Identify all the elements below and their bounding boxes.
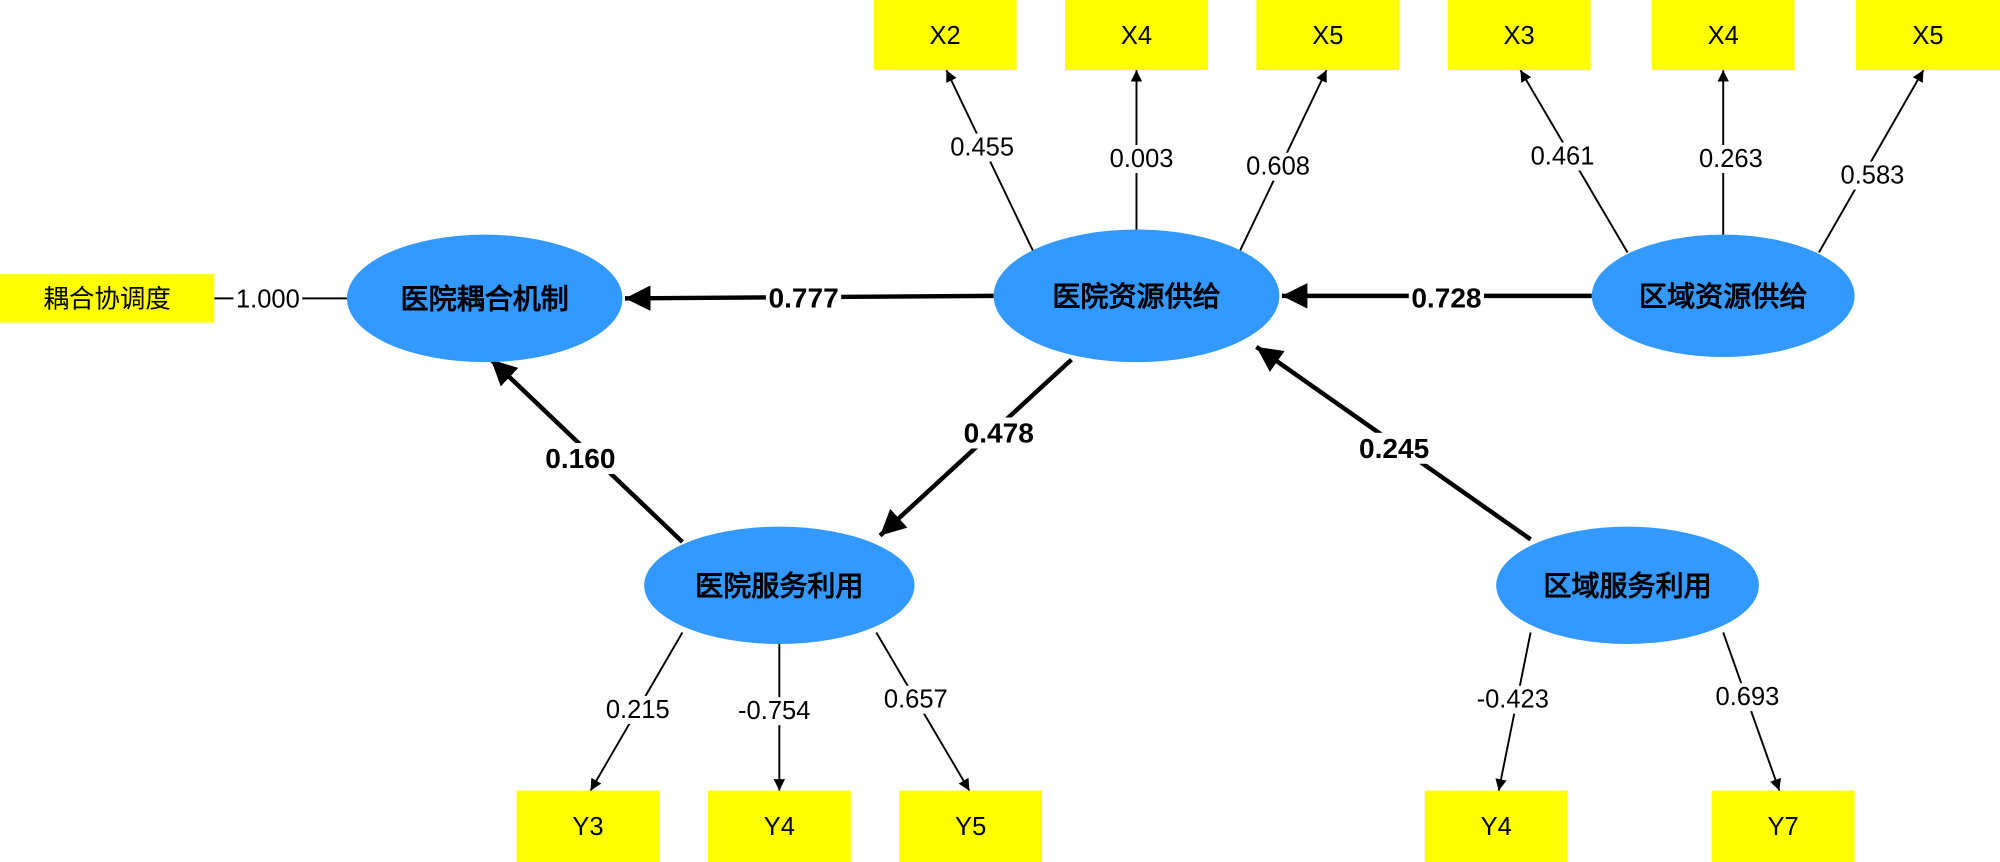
indicator-label: Y5 [955, 813, 986, 841]
indicator-label: 耦合协调度 [43, 285, 171, 313]
label-background [1408, 282, 1485, 314]
latent-ellipse-hosp_service [644, 526, 915, 644]
indicator-label: X2 [930, 22, 961, 50]
latent-label: 区域服务利用 [1543, 569, 1711, 602]
loading-value: 0.455 [950, 134, 1014, 162]
path-coefficient: 0.478 [964, 417, 1034, 448]
indicator-label: X3 [1504, 22, 1535, 50]
label-background [233, 285, 303, 314]
label-background [1528, 142, 1597, 171]
label-background [1356, 432, 1432, 464]
indicator-box-y7 [1711, 790, 1855, 862]
indicator-label: Y4 [764, 813, 795, 841]
indicator-label: X4 [1708, 22, 1739, 50]
loading-value: 0.583 [1841, 162, 1905, 190]
label-background [603, 695, 673, 724]
latent-ellipse-hosp_resource [993, 229, 1280, 363]
indicator-box-y4b [1424, 790, 1568, 862]
loading-value: 0.263 [1699, 145, 1763, 173]
label-background [1837, 161, 1907, 190]
latent-ellipse-region_resource [1591, 234, 1855, 358]
indicator-label: X5 [1912, 22, 1943, 50]
latent-label: 医院资源供给 [1052, 280, 1220, 313]
label-background [947, 133, 1017, 162]
latent-ellipse-hosp_coupling [346, 234, 623, 363]
latent-ellipse-region_service [1496, 526, 1759, 644]
label-background [1712, 683, 1782, 712]
indicator-label: X4 [1121, 22, 1152, 50]
indicator-box-y3 [516, 790, 660, 862]
label-background [735, 697, 813, 726]
loading-value: -0.423 [1477, 686, 1549, 714]
indicator-label: Y7 [1768, 813, 1799, 841]
loading-value: 0.693 [1716, 683, 1780, 711]
indicator-box-y5 [899, 790, 1043, 862]
path-coefficient: 0.160 [545, 443, 615, 474]
latent-label: 区域资源供给 [1639, 280, 1807, 313]
loading-value: 0.657 [884, 686, 948, 714]
label-background [1243, 152, 1313, 181]
label-background [1696, 145, 1766, 174]
path-coefficient: 0.777 [768, 282, 838, 313]
indicator-label: Y4 [1481, 813, 1512, 841]
loading-value: 0.003 [1110, 145, 1174, 173]
indicator-box-ind_coupling [0, 274, 215, 323]
indicator-box-x3 [1447, 0, 1591, 71]
loading-value: 0.461 [1531, 142, 1595, 170]
latent-label: 医院服务利用 [695, 569, 863, 602]
label-background [542, 442, 619, 474]
loading-value: 0.608 [1246, 153, 1310, 181]
label-background [1474, 685, 1552, 714]
label-background [881, 685, 951, 714]
indicator-box-x4a [1065, 0, 1208, 71]
indicator-box-x4b [1651, 0, 1795, 71]
indicator-box-x2 [873, 0, 1017, 71]
label-background [1107, 145, 1177, 174]
indicator-label: Y3 [572, 813, 603, 841]
latent-label: 医院耦合机制 [401, 283, 569, 316]
indicator-label: X5 [1312, 22, 1343, 50]
loading-value: 1.000 [236, 285, 300, 313]
loading-value: -0.754 [738, 697, 810, 725]
indicator-box-x5a [1256, 0, 1400, 71]
indicator-box-x5b [1855, 0, 2000, 71]
label-background [961, 417, 1037, 449]
label-background [765, 282, 842, 314]
loading-arrow [1722, 632, 1781, 791]
indicator-box-y4a [707, 790, 851, 862]
loading-arrow [1818, 69, 1925, 253]
loading-value: 0.215 [606, 696, 670, 724]
path-coefficient: 0.728 [1411, 282, 1481, 313]
path-coefficient: 0.245 [1359, 433, 1429, 464]
